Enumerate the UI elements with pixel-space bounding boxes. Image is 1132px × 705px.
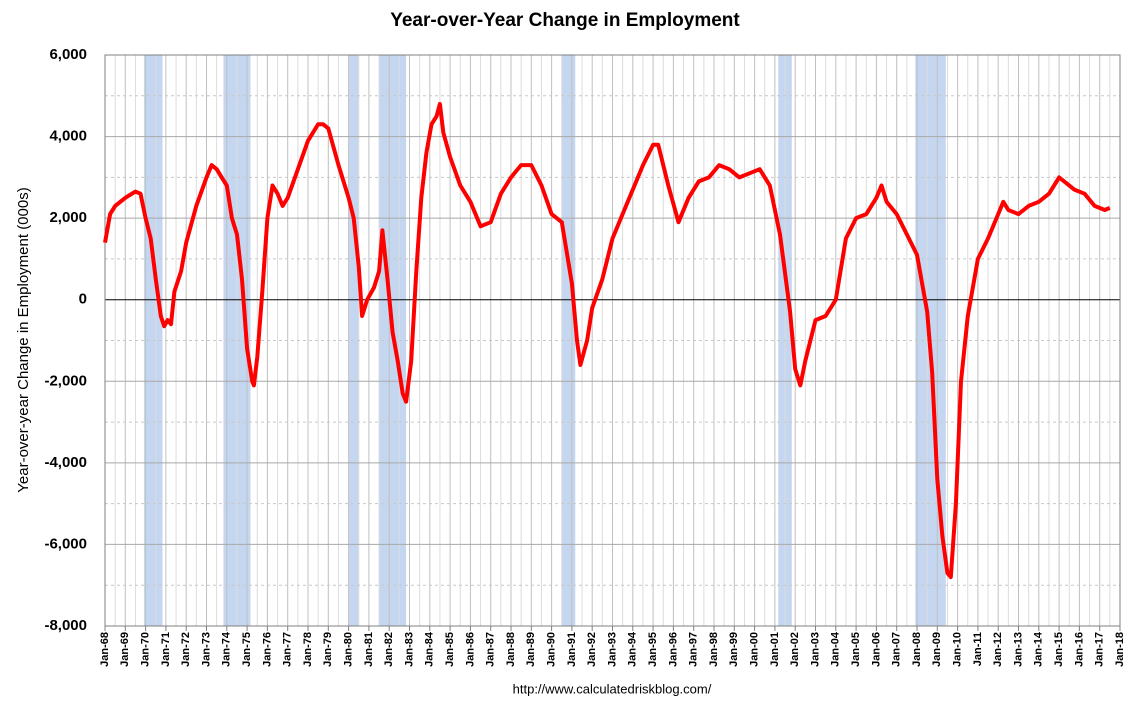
x-tick-label: Jan-86 — [464, 632, 476, 667]
y-tick-label: 2,000 — [49, 209, 87, 226]
x-tick-label: Jan-68 — [99, 632, 111, 667]
x-tick-label: Jan-70 — [140, 632, 152, 667]
x-tick-label: Jan-97 — [688, 632, 700, 667]
x-tick-label: Jan-92 — [586, 632, 598, 667]
x-tick-label: Jan-07 — [891, 632, 903, 667]
x-tick-label: Jan-03 — [809, 632, 821, 667]
series-line — [103, 101, 1111, 580]
x-tick-label: Jan-76 — [261, 632, 273, 667]
y-tick-label: -2,000 — [44, 372, 87, 389]
x-tick-label: Jan-69 — [119, 632, 131, 667]
x-tick-label: Jan-85 — [444, 632, 456, 667]
y-tick-label: -4,000 — [44, 454, 87, 471]
x-tick-label: Jan-74 — [221, 631, 233, 667]
x-tick-label: Jan-83 — [403, 632, 415, 667]
x-tick-label: Jan-00 — [749, 632, 761, 667]
y-tick-label: -8,000 — [44, 617, 87, 634]
x-tick-label: Jan-75 — [241, 632, 253, 667]
x-tick-label: Jan-16 — [1073, 632, 1085, 667]
x-tick-label: Jan-94 — [627, 631, 639, 667]
chart-title: Year-over-Year Change in Employment — [390, 10, 740, 31]
x-tick-label: Jan-17 — [1094, 632, 1106, 667]
x-tick-label: Jan-01 — [769, 632, 781, 667]
x-tick-label: Jan-91 — [566, 632, 578, 667]
x-tick-label: Jan-98 — [708, 632, 720, 667]
x-tick-label: Jan-10 — [952, 632, 964, 667]
x-tick-label: Jan-05 — [850, 632, 862, 667]
source: http://www.calculatedriskblog.com/ — [513, 681, 712, 696]
y-tick-label: 6,000 — [49, 46, 87, 63]
x-tick-label: Jan-90 — [546, 632, 558, 667]
x-tick-label: Jan-13 — [1012, 632, 1024, 667]
x-tick-label: Jan-06 — [870, 632, 882, 667]
x-tick-label: Jan-99 — [728, 632, 740, 667]
x-tick-label: Jan-88 — [505, 632, 517, 667]
x-tick-label: Jan-11 — [972, 632, 984, 666]
y-tick-label: 4,000 — [49, 128, 87, 145]
x-tick-label: Jan-79 — [322, 632, 334, 667]
x-tick-label: Jan-08 — [911, 632, 923, 667]
x-tick-label: Jan-84 — [424, 631, 436, 667]
x-tick-label: Jan-82 — [383, 632, 395, 667]
x-tick-label: Jan-02 — [789, 632, 801, 667]
x-tick-label: Jan-95 — [647, 632, 659, 667]
x-tick-label: Jan-80 — [343, 632, 355, 667]
x-tick-label: Jan-04 — [830, 631, 842, 667]
x-tick-label: Jan-71 — [160, 632, 172, 667]
x-tick-label: Jan-93 — [606, 632, 618, 667]
y-tick-label: -6,000 — [44, 535, 87, 552]
x-tick-label: Jan-09 — [931, 632, 943, 667]
x-tick-label: Jan-12 — [992, 632, 1004, 667]
x-tick-label: Jan-78 — [302, 632, 314, 667]
x-tick-label: Jan-87 — [485, 632, 497, 667]
x-tick-label: Jan-89 — [525, 632, 537, 667]
x-tick-label: Jan-72 — [180, 632, 192, 667]
x-tick-label: Jan-81 — [363, 632, 375, 667]
y-axis-label: Year-over-year Change in Employment (000… — [15, 187, 32, 492]
x-tick-label: Jan-77 — [282, 632, 294, 667]
x-tick-label: Jan-15 — [1053, 632, 1065, 667]
x-tick-label: Jan-73 — [200, 632, 212, 667]
y-tick-label: 0 — [79, 291, 87, 308]
x-tick-label: Jan-96 — [667, 632, 679, 667]
x-tick-label: Jan-18 — [1114, 632, 1126, 667]
x-tick-label: Jan-14 — [1033, 631, 1045, 667]
